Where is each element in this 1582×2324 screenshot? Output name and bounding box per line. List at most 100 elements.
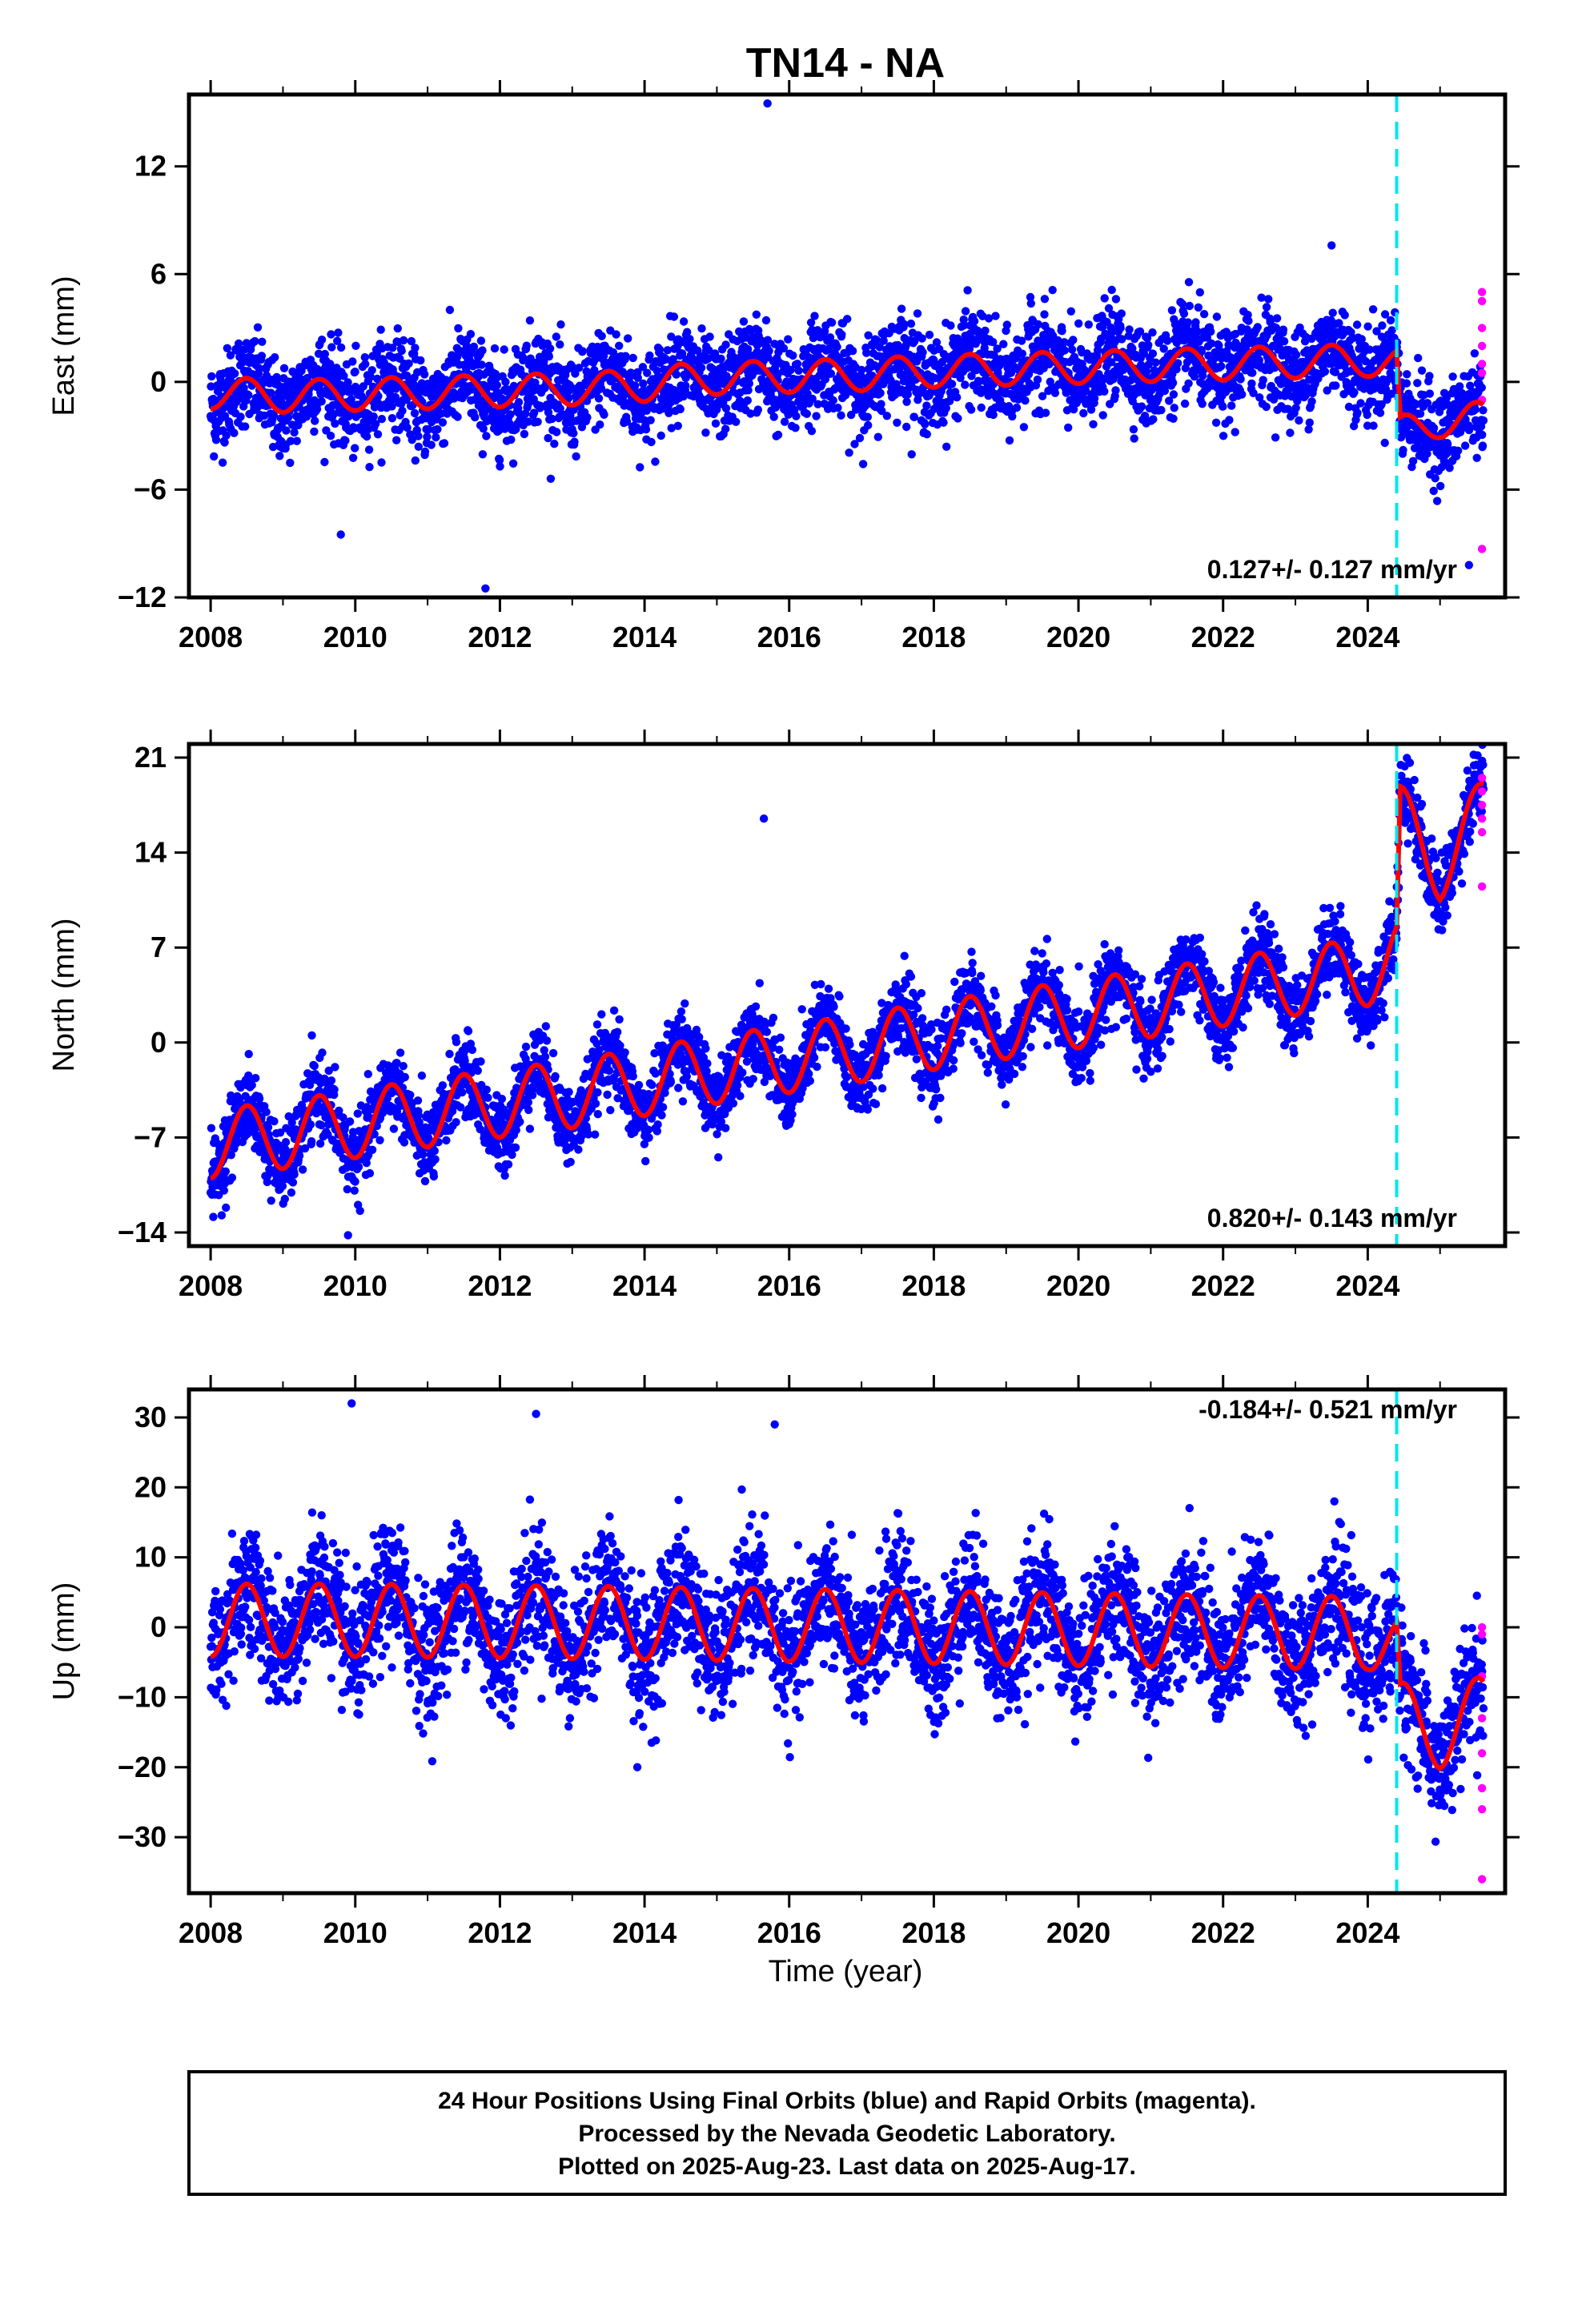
east-final-orbit-point xyxy=(826,369,836,378)
east-final-orbit-point xyxy=(508,459,518,468)
east-final-orbit-point xyxy=(806,318,816,327)
east-final-orbit-point xyxy=(533,417,542,426)
east-final-orbit-point xyxy=(556,320,565,329)
north-final-orbit-point xyxy=(281,1138,291,1147)
east-final-orbit-point xyxy=(507,435,516,444)
north-final-orbit-point xyxy=(217,1211,227,1220)
east-final-orbit-point xyxy=(1185,301,1195,311)
east-outlier-point xyxy=(1327,241,1336,250)
east-final-orbit-point xyxy=(845,448,853,457)
east-final-orbit-point xyxy=(1033,375,1042,384)
east-final-orbit-point xyxy=(331,419,339,428)
east-final-orbit-point xyxy=(784,335,793,344)
east-final-orbit-point xyxy=(773,430,783,440)
east-final-orbit-point xyxy=(1212,312,1222,321)
east-final-orbit-point xyxy=(267,388,275,397)
north-final-orbit-point xyxy=(353,1109,362,1118)
east-final-orbit-point xyxy=(875,343,885,352)
east-final-orbit-point xyxy=(673,421,682,430)
east-velocity-label: 0.127+/- 0.127 mm/yr xyxy=(1207,555,1457,584)
east-final-orbit-point xyxy=(501,377,510,387)
east-y-tick-label: −6 xyxy=(134,472,167,505)
east-final-orbit-point xyxy=(679,392,688,401)
east-final-orbit-point xyxy=(469,342,479,352)
east-final-orbit-point xyxy=(596,384,606,393)
east-final-orbit-point xyxy=(676,404,685,414)
east-final-orbit-point xyxy=(1018,349,1027,358)
east-final-orbit-point xyxy=(1377,400,1386,409)
east-final-orbit-point xyxy=(398,406,407,416)
east-final-orbit-point xyxy=(713,405,721,414)
east-final-orbit-point xyxy=(506,410,515,419)
east-final-orbit-point xyxy=(1160,386,1170,396)
east-final-orbit-point xyxy=(1471,405,1480,414)
east-final-orbit-point xyxy=(1365,345,1374,354)
east-final-orbit-point xyxy=(339,372,348,380)
east-final-orbit-point xyxy=(1130,434,1138,443)
east-panel: 2008 2010 2012 2014 2016 2018 2020 2022 2024−12−… xyxy=(47,80,1520,653)
east-final-orbit-point xyxy=(745,379,753,388)
east-final-orbit-point xyxy=(479,424,488,433)
north-final-orbit-point xyxy=(511,1143,520,1152)
east-final-orbit-point xyxy=(343,378,352,387)
east-final-orbit-point xyxy=(1470,349,1480,358)
east-final-orbit-point xyxy=(387,414,397,423)
east-final-orbit-point xyxy=(314,349,323,358)
east-final-orbit-point xyxy=(1262,303,1271,312)
east-final-orbit-point xyxy=(1331,368,1340,376)
north-final-orbit-point xyxy=(287,1188,296,1197)
east-final-orbit-point xyxy=(879,336,888,345)
north-final-orbit-point xyxy=(227,1151,235,1160)
east-rapid-orbit-point xyxy=(1477,296,1487,306)
east-final-orbit-point xyxy=(1286,428,1295,437)
east-final-orbit-point xyxy=(665,407,673,416)
east-final-orbit-point xyxy=(387,402,396,411)
north-final-orbit-point xyxy=(251,1074,260,1083)
east-final-orbit-point xyxy=(334,328,343,337)
east-final-orbit-point xyxy=(850,440,859,448)
east-final-orbit-point xyxy=(1253,323,1263,332)
east-final-orbit-point xyxy=(993,344,1002,353)
east-final-orbit-point xyxy=(1207,327,1215,336)
east-final-orbit-point xyxy=(275,452,284,460)
east-final-orbit-point xyxy=(1207,339,1216,348)
north-final-orbit-point xyxy=(438,1081,448,1090)
east-final-orbit-point xyxy=(388,344,397,352)
east-final-orbit-point xyxy=(922,401,931,410)
east-final-orbit-point xyxy=(807,427,817,436)
east-final-orbit-point xyxy=(791,424,800,432)
east-final-orbit-point xyxy=(1054,336,1062,345)
east-final-orbit-point xyxy=(643,368,652,377)
east-final-orbit-point xyxy=(701,428,710,437)
east-final-orbit-point xyxy=(1323,386,1331,395)
east-final-orbit-point xyxy=(717,354,725,364)
east-final-orbit-point xyxy=(556,340,564,349)
east-final-orbit-point xyxy=(789,351,797,360)
north-final-orbit-point xyxy=(406,1091,415,1100)
east-final-orbit-point xyxy=(857,365,866,375)
east-final-orbit-point xyxy=(411,456,420,465)
east-final-orbit-point xyxy=(846,410,856,420)
north-final-orbit-point xyxy=(484,1093,492,1103)
north-final-orbit-point xyxy=(298,1165,307,1174)
east-final-orbit-point xyxy=(638,363,648,372)
east-final-orbit-point xyxy=(872,336,881,344)
east-final-orbit-point xyxy=(253,323,263,332)
east-final-orbit-point xyxy=(552,428,561,436)
east-final-orbit-point xyxy=(471,412,480,422)
east-y-axis-label: East (mm) xyxy=(47,275,81,416)
east-final-orbit-point xyxy=(1344,402,1354,412)
north-final-orbit-point xyxy=(327,1076,336,1085)
east-final-orbit-point xyxy=(1431,474,1439,483)
north-final-orbit-point xyxy=(452,1118,460,1127)
east-final-orbit-point xyxy=(621,352,630,360)
east-final-orbit-point xyxy=(858,460,868,468)
east-final-orbit-point xyxy=(596,420,604,429)
east-final-orbit-point xyxy=(1307,397,1316,406)
east-final-orbit-point xyxy=(956,373,965,383)
east-final-orbit-point xyxy=(1117,309,1126,318)
east-final-orbit-point xyxy=(514,398,524,407)
east-final-orbit-point xyxy=(367,366,376,375)
east-final-orbit-point xyxy=(932,338,942,347)
east-final-orbit-point xyxy=(218,458,227,467)
